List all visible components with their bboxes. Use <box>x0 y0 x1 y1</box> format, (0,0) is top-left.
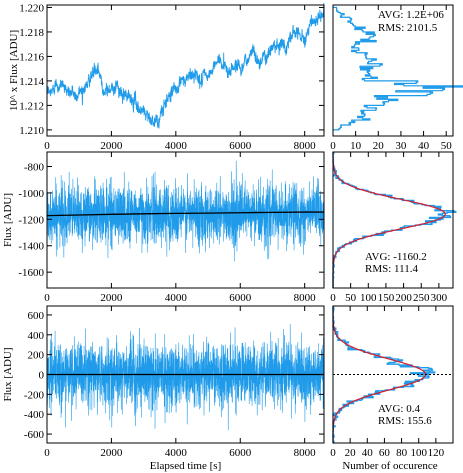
bottom-ytick-label: -400 <box>24 409 45 421</box>
bottom-xtick-label: 4000 <box>165 447 188 459</box>
bottom-hist-xtick-label: 20 <box>345 447 357 459</box>
middle-hist-xtick-label: 200 <box>395 292 412 304</box>
bottom-xtick-label: 0 <box>44 447 50 459</box>
bottom-xlabel: Number of occurence <box>342 460 437 472</box>
top-xtick-label: 8000 <box>294 140 317 152</box>
middle-ytick-label: -800 <box>24 162 45 174</box>
bottom-ytick-label: 400 <box>28 330 45 342</box>
bottom-xtick-label: 8000 <box>294 447 317 459</box>
top-histogram-bars <box>332 6 463 131</box>
middle-xtick-label: 6000 <box>229 292 252 304</box>
bottom-hist-xtick-label: 120 <box>428 447 445 459</box>
top-xtick-label: 2000 <box>100 140 123 152</box>
bottom-rms-label: RMS: 155.6 <box>378 415 432 427</box>
bottom-hist-xtick-label: 60 <box>379 447 391 459</box>
middle-hist-xtick-label: 100 <box>360 292 377 304</box>
top-histogram-frame <box>332 4 454 137</box>
bottom-ytick-label: 600 <box>28 310 45 322</box>
bottom-hist-xtick-label: 100 <box>410 447 427 459</box>
middle-ytick-label: -1600 <box>18 267 44 279</box>
top-flux-series <box>46 2 325 129</box>
top-xtick-label: 4000 <box>165 140 188 152</box>
top-hist-xtick-label: 0 <box>330 140 336 152</box>
top-ytick-label: 1.218 <box>19 27 44 39</box>
middle-xtick-label: 0 <box>44 292 50 304</box>
middle-ytick-label: -1000 <box>18 188 44 200</box>
top-hist-xtick-label: 40 <box>418 140 430 152</box>
middle-xtick-label: 8000 <box>294 292 317 304</box>
middle-hist-xtick-label: 50 <box>345 292 357 304</box>
top-ytick-label: 1.214 <box>19 76 44 88</box>
bottom-ytick-label: 0 <box>39 370 45 382</box>
top-xtick-label: 0 <box>44 140 50 152</box>
bottom-hist-xtick-label: 80 <box>396 447 408 459</box>
top-hist-xtick-label: 10 <box>350 140 362 152</box>
bottom-xtick-label: 6000 <box>229 447 252 459</box>
top-xtick-label: 6000 <box>229 140 252 152</box>
top-hist-xtick-label: 30 <box>395 140 407 152</box>
bottom-timeseries-panel: 0 2000 4000 6000 80006004002000-200-400-600F… <box>2 305 325 472</box>
top-hist-xtick-label: 20 <box>373 140 385 152</box>
top-timeseries-frame <box>46 4 325 137</box>
bottom-ytick-label: -600 <box>24 429 45 441</box>
top-ytick-label: 1.210 <box>19 125 44 137</box>
middle-hist-xtick-label: 0 <box>330 292 336 304</box>
middle-xtick-label: 4000 <box>165 292 188 304</box>
middle-ytick-label: -1400 <box>18 241 44 253</box>
middle-timeseries-frame <box>46 151 325 289</box>
bottom-avg-label: AVG: 0.4 <box>378 403 420 415</box>
bottom-hist-xtick-label: 0 <box>330 447 336 459</box>
middle-flux-series <box>46 160 325 262</box>
middle-timeseries-panel: 0 2000 4000 6000 8000 -800 -1000 -1200 -1400 -160… <box>2 151 325 304</box>
top-hist-xtick-label: 50 <box>441 140 453 152</box>
bottom-xlabel: Elapsed time [s] <box>150 460 221 472</box>
top-ytick-label: 1.212 <box>19 100 44 112</box>
middle-ytick-label: -1200 <box>18 214 44 226</box>
middle-histogram-frame <box>332 151 454 289</box>
middle-rms-label: RMS: 111.4 <box>365 263 418 275</box>
top-timeseries-panel: 0 2000 4000 6000 8000 1.220 1.218 1.216 1.214 1.2… <box>8 2 325 152</box>
middle-trend-line <box>46 211 324 217</box>
middle-avg-label: AVG: -1160.2 <box>365 251 427 263</box>
bottom-ytick-label: -200 <box>24 389 45 401</box>
top-avg-label: AVG: 1.2E+06 <box>378 9 444 21</box>
top-ylabel: 10^ x Flux [ADU] <box>8 30 20 111</box>
middle-hist-xtick-label: 300 <box>431 292 448 304</box>
bottom-flux-series <box>46 323 325 431</box>
top-ytick-label: 1.220 <box>19 2 44 14</box>
top-ytick-label: 1.216 <box>19 51 44 63</box>
bottom-ytick-label: 200 <box>28 350 45 362</box>
middle-hist-xtick-label: 150 <box>378 292 395 304</box>
bottom-xtick-label: 2000 <box>100 447 123 459</box>
bottom-histogram-frame <box>332 305 454 444</box>
middle-hist-xtick-label: 250 <box>413 292 430 304</box>
bottom-hist-xtick-label: 40 <box>362 447 374 459</box>
middle-xtick-label: 2000 <box>100 292 123 304</box>
middle-ylabel: Flux [ADU] <box>2 193 14 247</box>
bottom-ylabel: Flux [ADU] <box>2 347 14 401</box>
top-rms-label: RMS: 2101.5 <box>378 22 438 34</box>
